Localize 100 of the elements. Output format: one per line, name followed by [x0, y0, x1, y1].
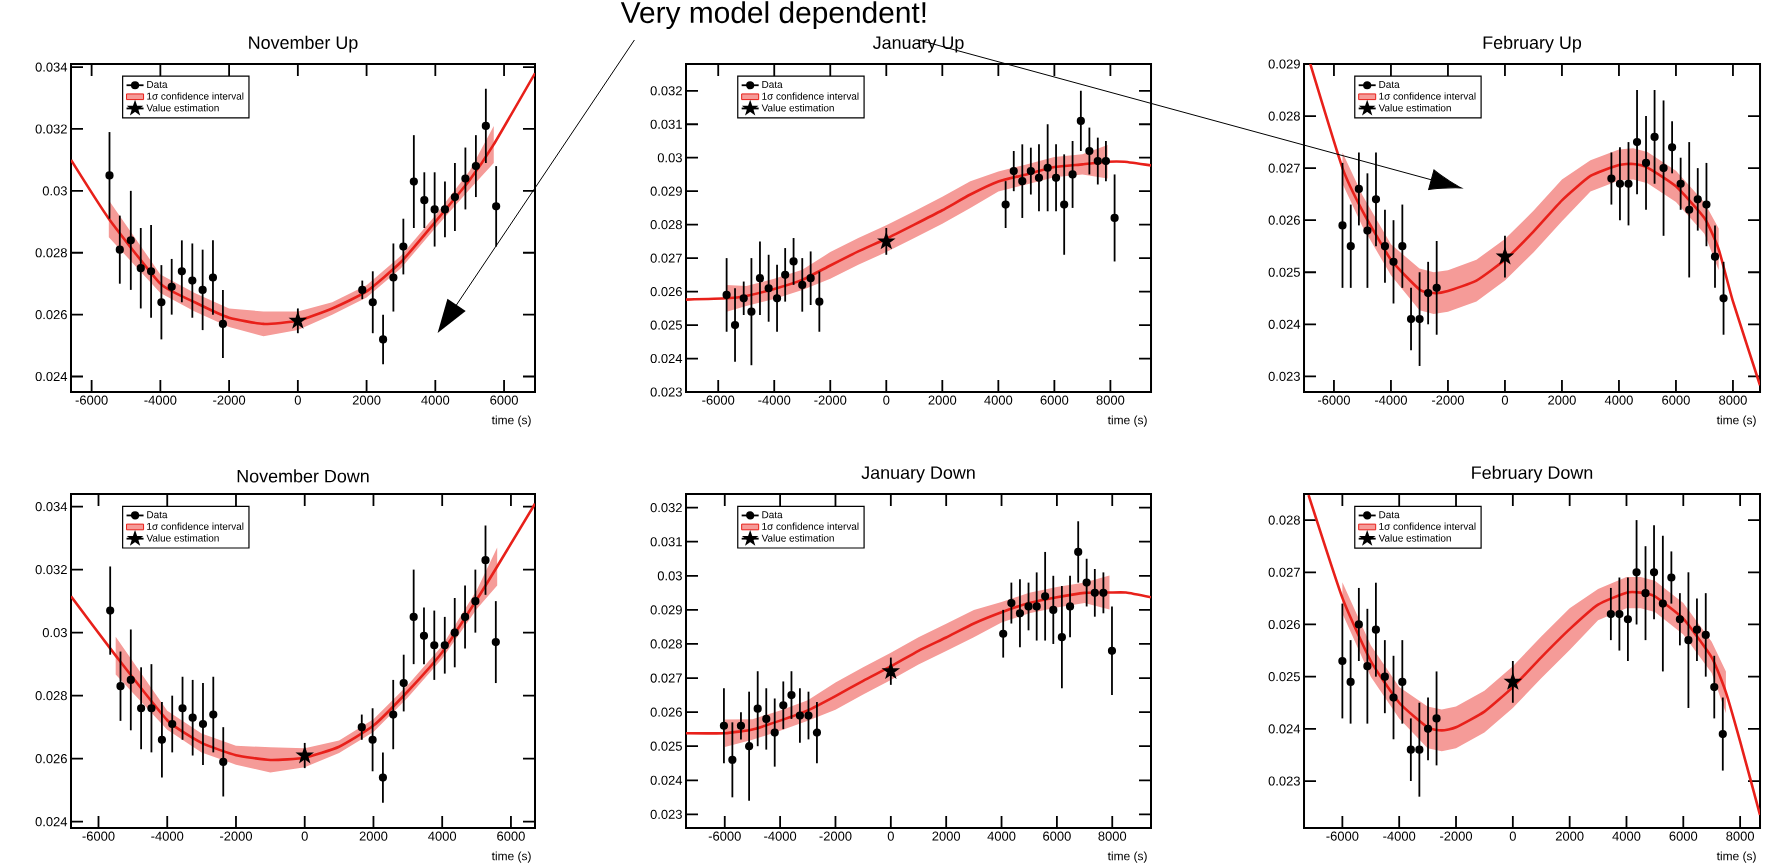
x-tick-label: -6000	[1326, 831, 1359, 841]
y-tick-label: 0.026	[650, 707, 682, 717]
legend-label: 1σ confidence interval	[762, 92, 859, 100]
y-tick-label: 0.027	[650, 673, 682, 683]
y-tick-label: 0.031	[650, 537, 682, 547]
x-tick-label: 6000	[1669, 831, 1698, 841]
y-tick-label: 0.031	[650, 119, 682, 129]
x-tick-label: 8000	[1096, 395, 1125, 405]
x-tick-label: 6000	[1662, 395, 1690, 405]
y-tick-label: 0.025	[650, 741, 682, 751]
y-tick-label: 0.024	[1268, 724, 1301, 734]
x-tick-label: 4000	[421, 395, 450, 405]
y-tick-label: 0.023	[650, 387, 682, 397]
y-tick-label: 0.024	[35, 817, 68, 827]
chart-title: November Up	[249, 35, 358, 53]
legend-label: Value estimation	[1378, 104, 1451, 112]
legend-label: 1σ confidence interval	[1379, 522, 1476, 530]
x-tick-label: 6000	[497, 831, 525, 841]
x-tick-label: 0	[294, 395, 301, 405]
y-tick-label: 0.03	[42, 186, 67, 196]
legend-label: Value estimation	[146, 534, 219, 542]
y-tick-label: 0.028	[650, 220, 682, 230]
x-axis-title: time (s)	[1107, 415, 1147, 427]
legend-label: Data	[1379, 81, 1400, 89]
legend-label: Data	[147, 81, 168, 89]
legend-label: Data	[762, 511, 783, 519]
x-tick-label: -2000	[814, 395, 847, 405]
x-tick-label: 0	[1501, 395, 1509, 405]
y-tick-label: 0.032	[35, 565, 67, 575]
legend-label: 1σ confidence interval	[147, 522, 244, 530]
y-tick-label: 0.026	[35, 310, 67, 320]
x-tick-label: -4000	[1383, 831, 1416, 841]
y-tick-label: 0.034	[35, 502, 68, 512]
y-tick-label: 0.023	[1268, 776, 1300, 786]
legend-label: 1σ confidence interval	[147, 92, 244, 100]
x-tick-label: 8000	[1098, 831, 1127, 841]
x-tick-label: 4000	[1612, 831, 1641, 841]
y-tick-label: 0.025	[1268, 267, 1300, 277]
y-tick-label: 0.028	[1268, 515, 1300, 525]
x-tick-label: -6000	[75, 395, 108, 405]
x-tick-label: 0	[301, 831, 308, 841]
chart-title: January Up	[872, 36, 964, 53]
x-tick-label: -2000	[213, 395, 246, 405]
x-tick-label: -2000	[1431, 395, 1464, 405]
x-tick-label: 0	[1509, 831, 1516, 841]
x-axis-title: time (s)	[1716, 415, 1756, 427]
legend-label: Data	[1379, 511, 1400, 519]
y-tick-label: 0.032	[35, 124, 67, 134]
y-tick-label: 0.024	[1268, 319, 1301, 329]
y-tick-label: 0.024	[650, 775, 683, 785]
y-tick-label: 0.024	[35, 371, 68, 382]
x-tick-label: 6000	[1040, 395, 1069, 405]
x-tick-label: 4000	[428, 831, 457, 841]
x-axis-title: time (s)	[491, 851, 531, 863]
x-axis-title: time (s)	[1107, 851, 1147, 863]
y-tick-label: 0.023	[650, 809, 682, 819]
x-axis-title: time (s)	[1716, 851, 1756, 863]
y-tick-label: 0.028	[1268, 111, 1300, 121]
y-tick-label: 0.025	[1268, 672, 1300, 682]
y-tick-label: 0.026	[1268, 619, 1300, 630]
x-tick-label: -6000	[702, 395, 735, 405]
legend-label: Value estimation	[761, 534, 834, 542]
chart-title: January Down	[861, 466, 975, 483]
x-tick-label: -2000	[219, 831, 253, 841]
y-tick-label: 0.029	[650, 605, 682, 615]
x-tick-label: -6000	[708, 831, 741, 841]
x-tick-label: 2000	[1548, 395, 1576, 405]
y-tick-label: 0.027	[650, 253, 682, 263]
y-tick-label: 0.029	[1268, 59, 1300, 69]
x-tick-label: 6000	[490, 395, 518, 405]
y-tick-label: 0.032	[650, 86, 682, 96]
x-tick-label: -6000	[1317, 395, 1350, 405]
y-tick-label: 0.025	[650, 320, 682, 330]
x-tick-label: 4000	[987, 831, 1016, 841]
y-tick-label: 0.027	[1268, 567, 1300, 577]
legend-label: Data	[762, 81, 783, 89]
y-tick-label: 0.026	[650, 287, 682, 297]
x-tick-label: 8000	[1719, 395, 1747, 405]
x-axis-title: time (s)	[491, 415, 531, 427]
y-tick-label: 0.028	[35, 248, 67, 258]
y-tick-label: 0.03	[42, 628, 67, 638]
y-tick-label: 0.027	[1268, 163, 1300, 173]
legend-label: Value estimation	[146, 104, 219, 112]
y-tick-label: 0.026	[1268, 215, 1300, 225]
y-tick-label: 0.023	[1268, 371, 1300, 381]
x-tick-label: -4000	[144, 395, 177, 405]
y-tick-label: 0.028	[35, 691, 67, 701]
x-tick-label: 2000	[359, 831, 388, 841]
x-tick-label: 2000	[932, 831, 961, 841]
y-tick-label: 0.03	[657, 153, 682, 163]
text: Very model dependent!	[620, 1, 926, 30]
x-tick-label: -4000	[764, 831, 797, 841]
x-tick-label: 2000	[1555, 831, 1584, 841]
x-tick-label: -4000	[1374, 395, 1407, 405]
x-tick-label: -2000	[819, 831, 852, 841]
chart-title: February Up	[1483, 35, 1582, 53]
legend-label: Value estimation	[1378, 534, 1451, 542]
x-tick-label: 4000	[1604, 395, 1633, 405]
x-tick-label: -2000	[1440, 831, 1473, 841]
x-tick-label: 6000	[1043, 831, 1071, 841]
